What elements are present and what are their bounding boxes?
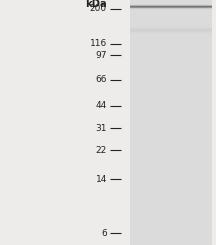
- Text: 116: 116: [90, 39, 107, 48]
- Text: 14: 14: [95, 175, 107, 184]
- Text: 66: 66: [95, 75, 107, 84]
- Text: 6: 6: [101, 229, 107, 238]
- Text: 97: 97: [95, 51, 107, 60]
- Text: 200: 200: [90, 4, 107, 13]
- Text: 44: 44: [96, 101, 107, 110]
- Text: kDa: kDa: [85, 0, 107, 9]
- Text: 22: 22: [96, 146, 107, 155]
- Text: 31: 31: [95, 124, 107, 133]
